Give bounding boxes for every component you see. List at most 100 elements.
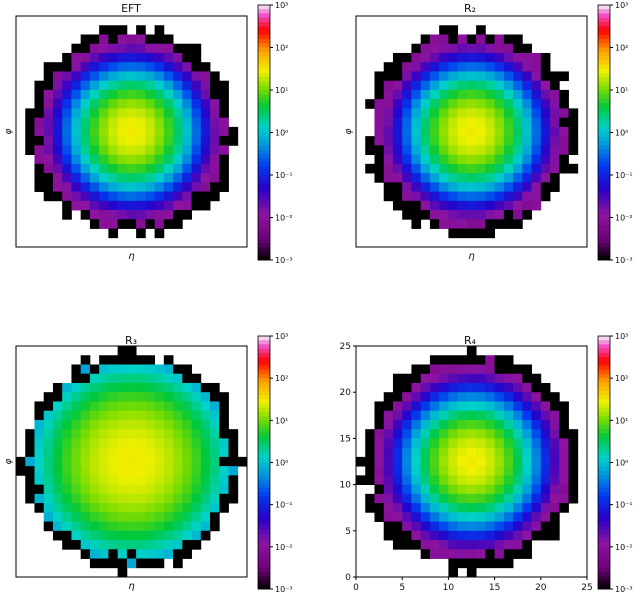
heatmap-cell bbox=[513, 382, 523, 393]
heatmap-cell bbox=[448, 62, 459, 72]
heatmap-cell bbox=[559, 145, 569, 155]
heatmap-cell bbox=[448, 145, 459, 155]
heatmap-cell bbox=[108, 80, 119, 91]
heatmap-cell bbox=[108, 210, 119, 220]
heatmap-cell bbox=[439, 99, 449, 109]
heatmap-cell bbox=[89, 447, 100, 458]
heatmap-cell bbox=[402, 89, 412, 100]
chart-title: R₂ bbox=[464, 2, 476, 15]
heatmap-cell bbox=[429, 429, 440, 439]
heatmap-cell bbox=[439, 117, 449, 128]
heatmap-cell bbox=[80, 136, 91, 146]
colorbar-segment bbox=[258, 243, 270, 248]
heatmap-cell bbox=[182, 429, 192, 439]
heatmap-cell bbox=[457, 89, 468, 100]
heatmap-cell bbox=[89, 364, 100, 375]
heatmap-cell bbox=[163, 475, 174, 485]
heatmap-cell bbox=[136, 401, 146, 412]
heatmap-cell bbox=[420, 512, 431, 522]
heatmap-cell bbox=[439, 521, 449, 532]
heatmap-cell bbox=[402, 210, 412, 220]
colorbar-segment bbox=[258, 9, 270, 14]
heatmap-cell bbox=[154, 540, 165, 550]
heatmap-cell bbox=[540, 429, 551, 439]
heatmap-cell bbox=[210, 447, 220, 458]
heatmap-cell bbox=[513, 43, 523, 54]
heatmap-cell bbox=[108, 191, 119, 202]
heatmap-cell bbox=[402, 200, 412, 211]
heatmap-cell bbox=[80, 419, 91, 430]
heatmap-cell bbox=[402, 136, 412, 146]
heatmap-cell bbox=[173, 108, 183, 119]
heatmap-cell bbox=[154, 25, 165, 35]
heatmap-cell bbox=[154, 99, 165, 109]
heatmap-cell bbox=[540, 392, 551, 402]
heatmap-cell bbox=[531, 52, 542, 63]
colorbar-segment bbox=[258, 432, 270, 438]
heatmap-cell bbox=[71, 447, 82, 458]
heatmap-cell bbox=[136, 117, 146, 128]
colorbar-segment bbox=[598, 230, 610, 235]
heatmap-cell bbox=[52, 145, 63, 155]
heatmap-cell bbox=[485, 382, 495, 393]
heatmap-cell bbox=[513, 182, 523, 192]
heatmap-cell bbox=[200, 163, 211, 174]
heatmap-cell bbox=[173, 540, 183, 550]
heatmap-cell bbox=[182, 173, 192, 183]
heatmap-cell bbox=[117, 410, 128, 421]
heatmap-cell bbox=[550, 401, 560, 412]
heatmap-cell bbox=[43, 99, 54, 109]
heatmap-cell bbox=[182, 447, 192, 458]
heatmap-cell bbox=[522, 521, 532, 532]
heatmap-cell bbox=[411, 52, 422, 63]
heatmap-cell bbox=[62, 200, 72, 211]
heatmap-cell bbox=[80, 99, 91, 109]
y-tick-label: 15 bbox=[340, 434, 351, 444]
heatmap-cell bbox=[476, 355, 486, 365]
colorbar-tick-label: 10² bbox=[275, 374, 288, 383]
colorbar-segment bbox=[598, 111, 610, 116]
heatmap-cell bbox=[154, 401, 165, 412]
heatmap-cell bbox=[439, 419, 449, 430]
heatmap-cell bbox=[80, 191, 91, 202]
heatmap-cell bbox=[154, 182, 165, 192]
heatmap-cell bbox=[145, 373, 155, 384]
heatmap-cell bbox=[89, 419, 100, 430]
colorbar-segment bbox=[258, 47, 270, 53]
heatmap-cell bbox=[191, 154, 202, 165]
colorbar-segment bbox=[258, 584, 270, 590]
heatmap-cell bbox=[411, 419, 422, 430]
heatmap-cell bbox=[154, 173, 165, 183]
colorbar-segment bbox=[598, 538, 610, 544]
heatmap-cell bbox=[513, 52, 523, 63]
heatmap-cell bbox=[550, 154, 560, 165]
heatmap-cell bbox=[531, 136, 542, 146]
heatmap-cell bbox=[411, 392, 422, 402]
heatmap-cell bbox=[52, 62, 63, 72]
heatmap-cell bbox=[108, 475, 119, 485]
heatmap-cell bbox=[62, 210, 72, 220]
colorbar-segment bbox=[598, 77, 610, 82]
colorbar-segment bbox=[598, 344, 610, 350]
heatmap-cell bbox=[513, 34, 523, 45]
colorbar-segment bbox=[598, 209, 610, 214]
heatmap-cell bbox=[559, 456, 569, 467]
heatmap-cell bbox=[513, 108, 523, 119]
heatmap-cell bbox=[219, 429, 229, 439]
heatmap-cell bbox=[71, 136, 82, 146]
heatmap-cell bbox=[568, 438, 579, 449]
heatmap-cell bbox=[136, 558, 146, 569]
heatmap-cell bbox=[448, 43, 459, 54]
heatmap-cell bbox=[62, 475, 72, 485]
heatmap-cell bbox=[411, 540, 422, 550]
heatmap-cell bbox=[411, 438, 422, 449]
heatmap-cell bbox=[429, 549, 440, 559]
heatmap-cell bbox=[210, 401, 220, 412]
heatmap-cell bbox=[513, 191, 523, 202]
heatmap-cell bbox=[108, 419, 119, 430]
heatmap-cell bbox=[540, 484, 551, 495]
heatmap-cell bbox=[457, 438, 468, 449]
heatmap-cell bbox=[62, 512, 72, 522]
heatmap-cell bbox=[494, 429, 505, 439]
heatmap-cell bbox=[540, 136, 551, 146]
